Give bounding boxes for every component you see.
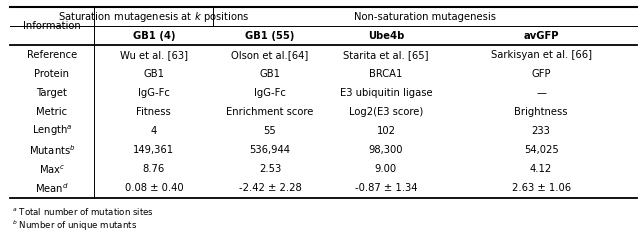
Text: BRCA1: BRCA1: [369, 69, 403, 79]
Text: Length$^a$: Length$^a$: [31, 124, 72, 138]
Text: Brightness: Brightness: [515, 107, 568, 117]
Text: Protein: Protein: [35, 69, 69, 79]
Text: 55: 55: [264, 126, 276, 136]
Text: Ube4b: Ube4b: [368, 31, 404, 41]
Text: $^c$ Maximum and $^d$ mean (± standard deviation) function values in the dataset: $^c$ Maximum and $^d$ mean (± standard d…: [12, 232, 485, 233]
Text: Wu et al. [63]: Wu et al. [63]: [120, 50, 188, 60]
Text: Information: Information: [23, 21, 81, 31]
Text: Log2(E3 score): Log2(E3 score): [349, 107, 423, 117]
Text: Mutants$^b$: Mutants$^b$: [29, 143, 76, 157]
Text: $^b$ Number of unique mutants: $^b$ Number of unique mutants: [12, 219, 137, 233]
Text: GB1: GB1: [259, 69, 280, 79]
Text: 4.12: 4.12: [530, 164, 552, 174]
Text: 4: 4: [151, 126, 157, 136]
Text: GB1: GB1: [143, 69, 164, 79]
Text: -2.42 ± 2.28: -2.42 ± 2.28: [239, 184, 301, 193]
Text: Olson et al.[64]: Olson et al.[64]: [231, 50, 308, 60]
Text: Fitness: Fitness: [136, 107, 172, 117]
Text: E3 ubiquitin ligase: E3 ubiquitin ligase: [340, 88, 432, 98]
Text: 98,300: 98,300: [369, 145, 403, 155]
Text: Metric: Metric: [36, 107, 67, 117]
Text: GB1 (55): GB1 (55): [245, 31, 294, 41]
Text: Non-saturation mutagenesis: Non-saturation mutagenesis: [354, 12, 496, 21]
Text: Mean$^d$: Mean$^d$: [35, 182, 69, 195]
Text: GB1 (4): GB1 (4): [132, 31, 175, 41]
Text: IgG-Fc: IgG-Fc: [138, 88, 170, 98]
Text: Saturation mutagenesis at $k$ positions: Saturation mutagenesis at $k$ positions: [58, 10, 250, 24]
Text: GFP: GFP: [531, 69, 551, 79]
Text: —: —: [536, 88, 546, 98]
Text: 536,944: 536,944: [250, 145, 291, 155]
Text: 0.08 ± 0.40: 0.08 ± 0.40: [125, 184, 183, 193]
Text: Starita et al. [65]: Starita et al. [65]: [343, 50, 429, 60]
Text: Max$^c$: Max$^c$: [38, 163, 65, 176]
Text: avGFP: avGFP: [524, 31, 559, 41]
Text: $^a$ Total number of mutation sites: $^a$ Total number of mutation sites: [12, 206, 154, 217]
Text: 8.76: 8.76: [143, 164, 165, 174]
Text: Sarkisyan et al. [66]: Sarkisyan et al. [66]: [491, 50, 591, 60]
Text: IgG-Fc: IgG-Fc: [254, 88, 286, 98]
Text: 9.00: 9.00: [375, 164, 397, 174]
Text: Reference: Reference: [27, 50, 77, 60]
Text: 54,025: 54,025: [524, 145, 559, 155]
Text: 102: 102: [376, 126, 396, 136]
Text: Target: Target: [36, 88, 67, 98]
Text: 2.63 ± 1.06: 2.63 ± 1.06: [511, 184, 571, 193]
Text: 233: 233: [532, 126, 550, 136]
Text: 2.53: 2.53: [259, 164, 281, 174]
Text: 149,361: 149,361: [133, 145, 175, 155]
Text: Enrichment score: Enrichment score: [226, 107, 314, 117]
Text: -0.87 ± 1.34: -0.87 ± 1.34: [355, 184, 417, 193]
